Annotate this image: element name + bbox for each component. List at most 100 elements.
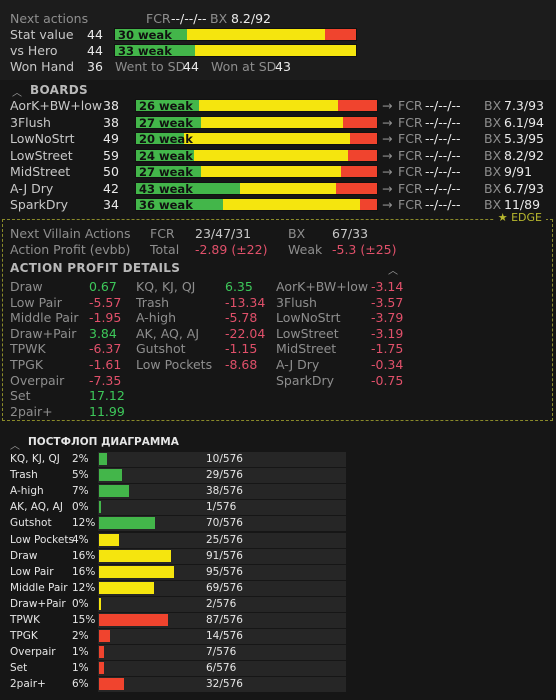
board-bx-label: BX (484, 114, 502, 130)
board-bx-value: 6.7/93 (504, 180, 544, 196)
board-fcr-label: FCR (398, 98, 423, 113)
diagram-percent: 15% (72, 614, 96, 626)
detail-value: -22.04 (225, 325, 266, 341)
diagram-count: 87/576 (206, 614, 243, 626)
detail-value: -1.75 (371, 341, 404, 357)
diagram-bar (99, 597, 101, 610)
stat-value-bar: 30 weak (114, 28, 357, 41)
bar-segment-yellow (194, 45, 356, 56)
diagram-track (98, 629, 346, 645)
next-villain-actions-label: Next Villain Actions (10, 226, 131, 241)
bar-segment-yellow (187, 29, 325, 40)
diagram-percent: 0% (72, 501, 89, 514)
detail-value: -6.37 (89, 341, 122, 357)
bar-segment-green (136, 116, 202, 128)
diagram-bar (99, 453, 107, 465)
won-at-sd-label: Won at SD (211, 59, 277, 74)
diagram-label: AK, AQ, AJ (10, 501, 63, 514)
board-bx-value: 7.3/93 (504, 98, 544, 113)
diagram-label: A-high (10, 485, 44, 498)
bar-segment-red (340, 166, 377, 177)
diagram-label: 2pair+ (10, 678, 46, 691)
went-to-sd-value: 44 (183, 59, 199, 74)
detail-value: -0.75 (371, 372, 404, 388)
won-at-sd-value: 43 (275, 59, 291, 74)
detail-value: 3.84 (89, 325, 117, 341)
board-fcr-label: FCR (398, 164, 423, 179)
board-fcr-label: FCR (398, 114, 423, 130)
diagram-bar (99, 469, 122, 482)
board-value: 38 (103, 114, 119, 130)
board-name: A-J Dry (10, 180, 54, 196)
diagram-bar (99, 662, 104, 675)
arrow-icon: → (382, 98, 393, 113)
diagram-label: KQ, KJ, QJ (10, 453, 60, 465)
diagram-track (98, 500, 346, 516)
board-fcr-value: --/--/-- (425, 197, 461, 212)
diagram-row: KQ, KJ, QJ 2% 10/576 (4, 452, 346, 467)
diagram-row: Draw 16% 91/576 (4, 548, 346, 564)
board-bx-label: BX (484, 147, 502, 163)
diagram-count: 69/576 (206, 581, 243, 594)
bar-label: 24 weak (139, 148, 193, 162)
detail-value: -7.35 (89, 372, 122, 388)
board-name: AorK+BW+low (10, 98, 103, 113)
diagram-bar (99, 517, 155, 530)
bar-segment-yellow (222, 199, 361, 210)
bar-segment-red (343, 116, 377, 128)
diagram-row: Trash 5% 29/576 (4, 468, 346, 484)
diagram-count: 2/576 (206, 597, 237, 610)
diagram-percent: 7% (72, 485, 89, 498)
diagram-track (98, 468, 346, 484)
bar-label: 26 weak (139, 99, 193, 112)
diagram-count: 10/576 (206, 453, 243, 465)
bar-label: 36 weak (139, 198, 193, 211)
diagram-track (98, 645, 346, 661)
diagram-count: 38/576 (206, 485, 243, 498)
board-bx-value: 8.2/92 (504, 147, 544, 163)
board-bx-value: 5.3/95 (504, 131, 544, 146)
board-bx-label: BX (484, 98, 502, 113)
arrow-icon: → (382, 131, 393, 146)
diagram-label: TPGK (10, 630, 38, 643)
arrow-icon: → (382, 180, 393, 196)
detail-value: 0.67 (89, 279, 117, 294)
diagram-label: Low Pair (10, 565, 54, 578)
board-fcr-label: FCR (398, 197, 423, 212)
arrow-icon: → (382, 164, 393, 179)
details-collapse-icon[interactable]: ︿ (388, 266, 398, 277)
total-label: Total (150, 242, 180, 257)
diagram-bar (99, 646, 105, 659)
board-fcr-value: --/--/-- (425, 164, 461, 179)
board-fcr-value: --/--/-- (425, 98, 461, 113)
weak-value: -5.3 (±25) (332, 242, 397, 257)
detail-value: 11.99 (89, 403, 125, 419)
diagram-track (98, 596, 346, 612)
bar-segment-red (360, 199, 377, 210)
board-fcr-value: --/--/-- (425, 180, 461, 196)
diagram-percent: 6% (72, 678, 89, 691)
diagram-track (98, 484, 346, 500)
diagram-count: 6/576 (206, 662, 237, 675)
bar-segment-green (136, 199, 223, 210)
board-name: LowStreet (10, 147, 73, 163)
detail-name: Low Pockets (136, 357, 213, 372)
edge-panel: ★ EDGE (2, 211, 553, 421)
diagram-label: Draw (10, 549, 38, 562)
detail-name: LowNoStrt (276, 310, 341, 326)
arrow-icon: → (382, 197, 393, 212)
diagram-bar (99, 485, 130, 498)
board-fcr-label: FCR (398, 131, 423, 146)
bar-segment-green (136, 133, 185, 144)
total-value: -2.89 (±22) (195, 242, 268, 257)
detail-name: 3Flush (276, 294, 317, 310)
board-fcr-value: --/--/-- (425, 147, 461, 163)
diagram-collapse-icon[interactable]: ︿ (10, 441, 20, 452)
diagram-track (98, 661, 346, 677)
detail-value: -1.61 (89, 357, 122, 372)
next-actions-label: Next actions (10, 11, 89, 26)
detail-value: -13.34 (225, 294, 266, 310)
diagram-percent: 1% (72, 646, 89, 659)
board-name: SparkDry (10, 197, 69, 212)
boards-collapse-icon[interactable]: ︿ (12, 88, 22, 99)
